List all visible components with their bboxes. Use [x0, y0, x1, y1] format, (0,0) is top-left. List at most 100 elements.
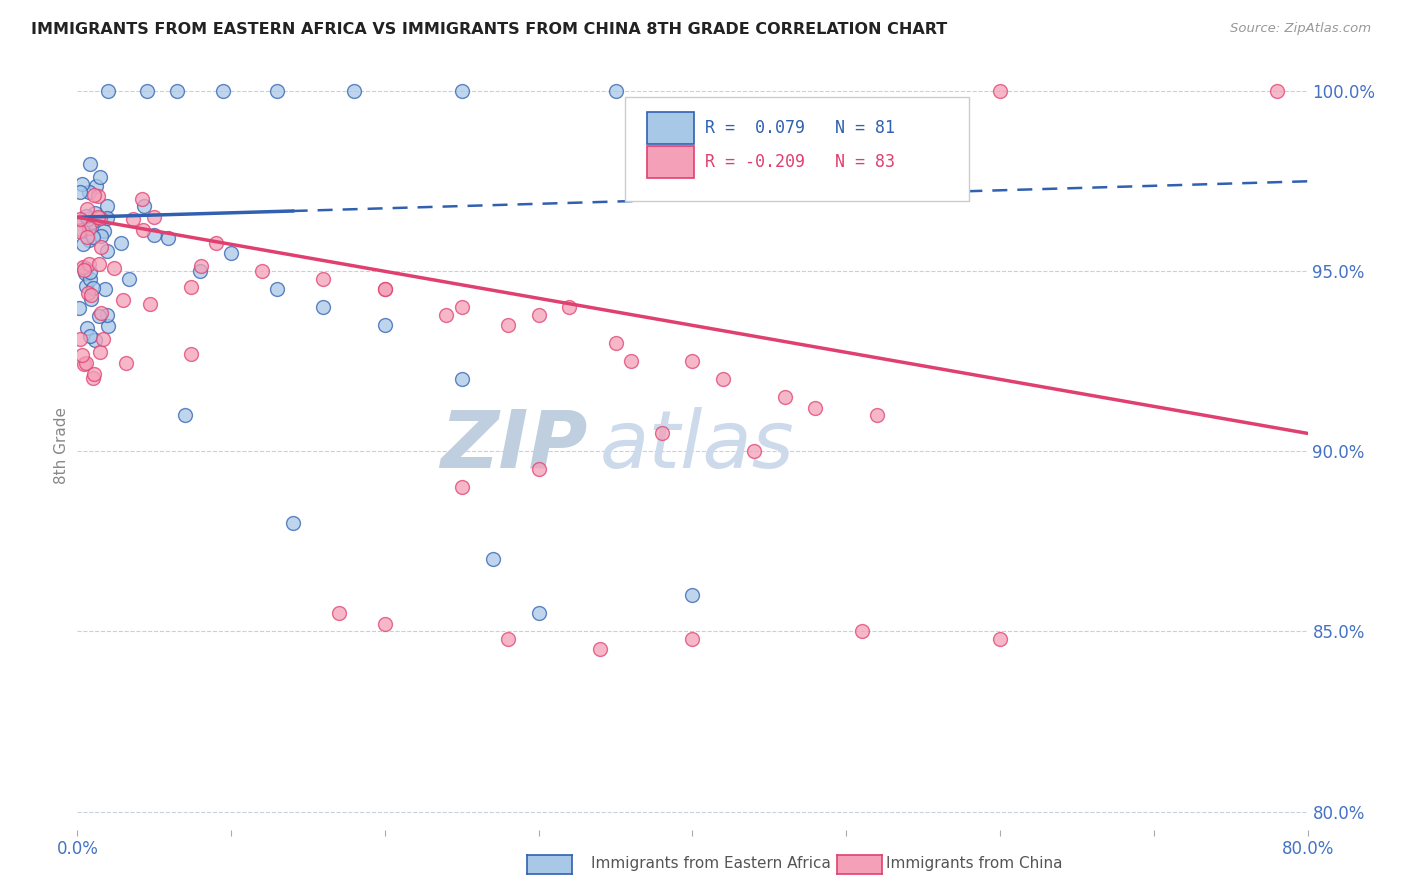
Point [75, 279, 97, 293]
Point [97, 84, 120, 98]
Point [76, 321, 98, 335]
Text: Immigrants from China: Immigrants from China [886, 856, 1063, 871]
Point [118, 272, 141, 286]
Point [90, 305, 112, 319]
Point [83, 367, 105, 381]
Point [558, 301, 581, 315]
Point [436, 308, 458, 322]
Text: Immigrants from Eastern Africa: Immigrants from Eastern Africa [591, 856, 831, 871]
Point [70, 177, 93, 191]
Point [75, 261, 97, 276]
Point [374, 282, 396, 296]
Point [80, 288, 103, 302]
Point [711, 372, 734, 386]
Point [139, 297, 162, 311]
Point [204, 235, 226, 250]
Point [96, 211, 118, 226]
Point [75, 266, 97, 280]
Point [312, 301, 335, 315]
Point [589, 642, 612, 657]
Point [82, 281, 104, 295]
Point [83, 334, 105, 348]
Point [96, 199, 118, 213]
Bar [647, 112, 693, 144]
Point [86, 210, 108, 224]
Point [91, 333, 114, 347]
Point [97, 319, 120, 334]
Point [90, 240, 112, 254]
Point [96, 244, 118, 259]
Point [266, 84, 288, 98]
Point [143, 211, 166, 225]
Point [87, 309, 110, 323]
Bar [647, 146, 693, 178]
Point [122, 211, 145, 226]
Point [76, 285, 98, 300]
Point [72, 213, 94, 227]
Point [79, 293, 101, 307]
Point [73, 357, 96, 371]
Point [89, 211, 111, 225]
Text: Source: ZipAtlas.com: Source: ZipAtlas.com [1230, 22, 1371, 36]
Point [96, 308, 118, 322]
Point [77, 185, 100, 199]
Point [180, 279, 202, 293]
Point [69, 185, 91, 199]
Point [75, 210, 97, 224]
Point [450, 301, 472, 315]
Point [76, 211, 98, 226]
Text: atlas: atlas [600, 407, 794, 485]
Point [742, 444, 765, 458]
Y-axis label: 8th Grade: 8th Grade [53, 408, 69, 484]
Point [312, 271, 335, 285]
Point [79, 272, 101, 286]
Point [605, 84, 627, 98]
Point [527, 607, 550, 621]
Point [70, 348, 93, 362]
Point [77, 233, 100, 247]
Point [450, 480, 472, 494]
Point [266, 282, 288, 296]
Point [180, 347, 202, 361]
Point [374, 318, 396, 333]
Point [188, 264, 212, 278]
Point [83, 187, 105, 202]
Point [76, 202, 98, 216]
Point [527, 308, 550, 322]
Point [450, 84, 472, 98]
Point [83, 206, 105, 220]
Point [82, 229, 104, 244]
Point [157, 231, 180, 245]
Point [328, 607, 350, 621]
Point [79, 157, 101, 171]
Point [77, 257, 100, 271]
Text: R =  0.079   N = 81: R = 0.079 N = 81 [704, 119, 894, 136]
Point [79, 328, 101, 343]
Point [72, 260, 94, 275]
Point [651, 426, 673, 441]
Point [79, 216, 101, 230]
Point [374, 617, 396, 632]
Point [851, 624, 873, 639]
Point [84, 178, 107, 193]
Point [131, 192, 153, 206]
Point [90, 229, 112, 244]
Point [79, 265, 101, 279]
Point [89, 345, 111, 359]
Point [620, 354, 643, 368]
Point [605, 336, 627, 351]
Point [143, 228, 166, 243]
Point [773, 390, 796, 404]
FancyBboxPatch shape [624, 97, 969, 201]
Point [82, 215, 104, 229]
Text: R = -0.209   N = 83: R = -0.209 N = 83 [704, 153, 894, 171]
Point [135, 84, 157, 98]
Point [111, 293, 134, 308]
Point [79, 220, 101, 235]
Point [69, 332, 91, 346]
Point [82, 371, 104, 385]
Point [527, 462, 550, 476]
Point [682, 354, 704, 368]
Point [69, 212, 91, 227]
Point [250, 264, 273, 278]
